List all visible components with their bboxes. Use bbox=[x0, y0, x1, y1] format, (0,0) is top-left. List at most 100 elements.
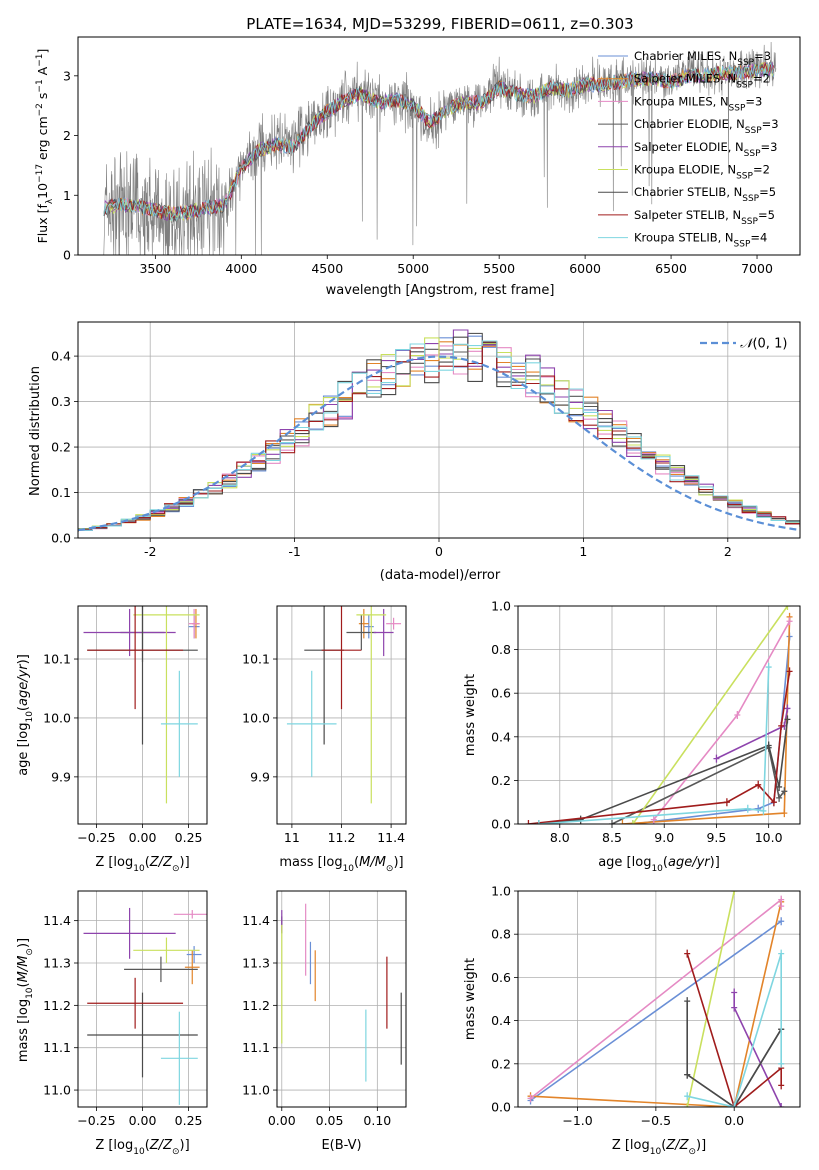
weight-series-line bbox=[716, 708, 789, 760]
x-tick-label: 8.5 bbox=[602, 830, 622, 845]
weight-series-line bbox=[653, 620, 791, 821]
y-tick-label: 1 bbox=[63, 188, 71, 203]
x-axis-label: Z [log10(Z/Z⊙)] bbox=[95, 855, 189, 874]
data-point bbox=[83, 907, 176, 959]
x-tick-label: 9.5 bbox=[706, 830, 726, 845]
y-tick-label: 11.4 bbox=[242, 913, 270, 928]
x-tick-label: −1.0 bbox=[562, 1113, 592, 1128]
y-axis-label: mass weight bbox=[463, 958, 478, 1040]
y-tick-label: 11.3 bbox=[43, 956, 71, 971]
x-tick-label: 9.0 bbox=[654, 830, 674, 845]
weight-series-line bbox=[530, 901, 782, 1107]
x-tick-label: 10.0 bbox=[755, 830, 783, 845]
weight-marker bbox=[619, 820, 626, 824]
plot-area bbox=[78, 329, 800, 532]
mass-vs-metallicity-panel: −0.25 0.00 0.25 11.0 11.1 11.2 11.3 11.4 Z [log1… bbox=[16, 890, 208, 1157]
data-point bbox=[160, 1011, 198, 1105]
residuals-panel: -2 -1 0 1 2 0.0 0.1 0.2 0.3 0.4 𝒩(0, 1) (data-model… bbox=[28, 321, 801, 583]
axes-frame bbox=[517, 605, 801, 825]
weight-marker bbox=[684, 1103, 691, 1107]
x-axis-label: Z [log10(Z/Z⊙)] bbox=[612, 1138, 706, 1157]
weight-marker bbox=[770, 798, 777, 807]
y-tick-label: 11.1 bbox=[43, 1040, 71, 1055]
plot-area bbox=[103, 41, 777, 255]
data-point bbox=[373, 608, 394, 657]
axes-frame bbox=[77, 36, 801, 256]
weight-marker bbox=[786, 617, 793, 626]
data-point bbox=[363, 614, 374, 639]
weight-marker bbox=[713, 754, 720, 763]
x-tick-label: 0.25 bbox=[175, 830, 203, 845]
weight-marker bbox=[525, 820, 532, 824]
x-tick-label: 6000 bbox=[569, 261, 601, 276]
y-axis-label: mass weight bbox=[463, 674, 478, 756]
legend-label: Salpeter STELIB, NSSP=5 bbox=[634, 208, 775, 227]
axes-frame bbox=[77, 605, 208, 825]
plot-area bbox=[83, 907, 207, 1105]
y-tick-label: 0 bbox=[63, 248, 71, 263]
x-tick-label: 0.10 bbox=[363, 1113, 391, 1128]
y-tick-label: 0.6 bbox=[491, 686, 511, 701]
y-tick-label: 10.0 bbox=[43, 710, 71, 725]
x-tick-label: -2 bbox=[144, 544, 156, 559]
x-tick-label: 0.00 bbox=[268, 1113, 296, 1128]
y-tick-label: 0.2 bbox=[491, 1056, 511, 1071]
weight-marker bbox=[765, 741, 772, 750]
weight-marker bbox=[684, 1070, 691, 1079]
weight-marker bbox=[778, 1103, 785, 1107]
y-axis-label: mass [log10(M/M⊙)] bbox=[16, 938, 35, 1062]
y-tick-label: 11.2 bbox=[242, 998, 270, 1013]
weight-marker bbox=[778, 902, 785, 911]
figure-title: PLATE=1634, MJD=53299, FIBERID=0611, z=0… bbox=[246, 15, 633, 33]
y-tick-label: 10.1 bbox=[43, 652, 71, 667]
y-tick-label: 9.9 bbox=[51, 769, 71, 784]
weight-marker bbox=[755, 804, 762, 813]
x-tick-label: 11 bbox=[284, 830, 300, 845]
y-tick-label: 11.1 bbox=[242, 1040, 270, 1055]
data-point bbox=[160, 670, 198, 777]
x-axis-label: mass [log10(M/M⊙)] bbox=[279, 855, 403, 874]
weight-series-line bbox=[538, 666, 770, 824]
weight-marker bbox=[734, 711, 741, 719]
data-point bbox=[186, 946, 202, 963]
y-tick-label: 0.0 bbox=[491, 817, 511, 832]
x-tick-label: 0.05 bbox=[316, 1113, 344, 1128]
weight-marker bbox=[577, 815, 584, 824]
weight-marker bbox=[765, 663, 772, 672]
weight-marker bbox=[684, 997, 691, 1006]
data-point bbox=[188, 608, 200, 639]
age-vs-metallicity-panel: −0.25 0.00 0.25 9.9 10.0 10.1 Z [log10(Z/Z⊙)] a… bbox=[16, 605, 208, 874]
weight-marker bbox=[684, 1092, 691, 1101]
y-tick-label: 0.3 bbox=[51, 394, 71, 409]
mass-weight-vs-age-panel: 8.0 8.5 9.0 9.5 10.0 0.0 0.2 0.4 0.6 0.8 1.0 age [l… bbox=[463, 599, 801, 874]
legend: Chabrier MILES, NSSP=3 Salpeter MILES, NS… bbox=[598, 49, 779, 250]
y-tick-label: 2 bbox=[63, 128, 71, 143]
y-tick-label: 3 bbox=[63, 68, 71, 83]
weight-marker bbox=[609, 820, 615, 824]
y-tick-label: 0.4 bbox=[491, 729, 511, 744]
x-tick-label: 0.0 bbox=[724, 1113, 744, 1128]
weight-marker bbox=[731, 891, 738, 895]
x-axis-label: Z [log10(Z/Z⊙)] bbox=[95, 1138, 189, 1157]
weight-marker bbox=[786, 667, 793, 676]
x-tick-label: 4000 bbox=[225, 261, 257, 276]
y-tick-label: 0.4 bbox=[51, 349, 71, 364]
axes-frame bbox=[276, 890, 407, 1108]
x-tick-label: −0.5 bbox=[641, 1113, 671, 1128]
y-tick-label: 0.4 bbox=[491, 1013, 511, 1028]
weight-marker bbox=[784, 704, 791, 713]
axes-frame bbox=[517, 890, 801, 1108]
weight-marker bbox=[776, 793, 783, 802]
x-tick-label: 2 bbox=[724, 544, 732, 559]
data-point bbox=[124, 956, 198, 983]
data-point bbox=[133, 937, 200, 963]
x-tick-label: 1 bbox=[579, 544, 587, 559]
residual-histogram bbox=[78, 340, 800, 532]
weight-marker bbox=[778, 917, 785, 926]
mass-vs-ebv-panel: 0.00 0.05 0.10 11.0 11.1 11.2 11.3 11.4 E(B-V) bbox=[242, 890, 407, 1153]
data-point bbox=[286, 670, 337, 777]
weight-series-line bbox=[686, 953, 782, 1107]
plot-area bbox=[83, 606, 200, 804]
weight-marker bbox=[535, 820, 542, 824]
